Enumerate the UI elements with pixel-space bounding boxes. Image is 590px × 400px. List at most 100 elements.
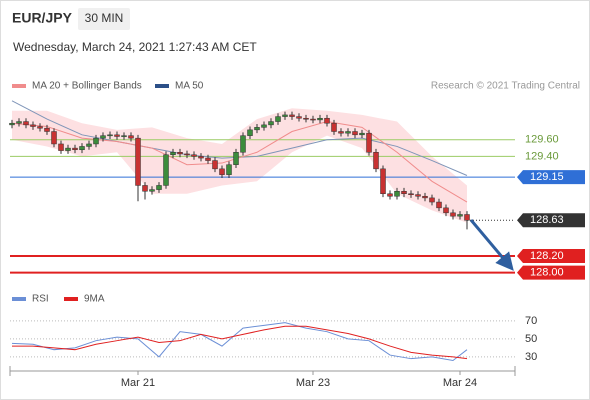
candle-body [394,191,400,197]
candle-body [23,121,29,126]
level-label: 128.20 [530,250,564,262]
candle-body [65,147,71,151]
candle-body [37,126,43,129]
candle-body [275,116,281,122]
candle-body [100,135,106,139]
candle-body [429,197,435,203]
x-tick-label: Mar 23 [296,377,330,389]
x-tick-label: Mar 21 [121,377,155,389]
candle-body [44,127,50,132]
candle-body [58,143,64,151]
candle-body [107,134,113,137]
candle-body [163,154,169,186]
level-label: 128.00 [530,266,564,278]
candle-body [16,121,22,124]
candle-body [401,191,407,194]
candle-body [457,214,463,217]
candle-body [233,152,239,165]
candle-body [205,157,211,161]
candle-body [422,195,428,199]
level-label: 128.63 [530,214,564,226]
candle-body [450,212,456,217]
candle-body [317,117,323,121]
candle-body [443,207,449,214]
legend-swatch [64,297,78,301]
symbol: EUR/JPY [12,10,73,26]
candle-body [9,122,15,126]
candle-body [149,189,155,192]
candle-body [408,193,414,195]
candle-body [303,117,309,120]
candle-body [114,134,120,137]
level-box [517,248,585,263]
candle-body [345,131,351,134]
candle-body [51,131,57,145]
candle-body [352,131,358,136]
rsi-line [11,322,468,362]
candle-body [359,132,365,136]
candle-body [212,160,218,170]
candle-body [366,132,372,153]
candle-body [170,152,176,155]
x-tick-label: Mar 24 [443,377,477,389]
candle-body [198,156,204,159]
candle-body [135,137,141,186]
legend-label: MA 50 [175,81,204,92]
candle-body [338,131,344,134]
credit: Research © 2021 Trading Central [431,81,580,92]
candle-body [254,127,260,131]
candle-body [261,124,267,128]
candle-body [156,185,162,190]
candle-body [121,135,127,137]
ma20-line [11,121,468,203]
candle-body [268,121,274,126]
level-label: 129.40 [525,150,559,162]
candle-body [30,124,36,127]
level-box [517,170,585,185]
legend-label: RSI [32,294,49,305]
rsi-tick-label: 30 [525,351,537,363]
candle-body [464,214,470,221]
candle-body [331,122,337,132]
candle-body [240,135,246,153]
rsi-tick-label: 50 [525,333,537,345]
timeframe: 30 MIN [85,11,124,25]
subtitle: Wednesday, March 24, 2021 1:27:43 AM CET [13,40,257,54]
candle-body [289,114,295,117]
candle-body [86,143,92,147]
legend-swatch [12,84,26,88]
candle-body [177,152,183,155]
candle-body [226,164,232,175]
candle-body [373,152,379,170]
level-label: 129.60 [525,134,559,146]
legend-swatch [155,84,169,88]
level-label: 129.15 [530,171,564,183]
level-box [517,213,585,228]
candle-body [310,118,316,121]
candle-body [184,153,190,156]
candle-body [296,116,302,119]
candle-body [142,185,148,192]
forecast-arrow [469,219,514,271]
candle-body [282,114,288,117]
candle-body [72,147,78,151]
rsi-tick-label: 70 [525,315,537,327]
timeframe-box [78,8,130,30]
legend-label: 9MA [84,294,105,305]
candle-body [128,135,134,139]
candle-body [247,129,253,136]
candle-body [415,194,421,197]
candle-body [219,168,225,175]
candle-body [93,137,99,145]
rsi-line [12,325,468,360]
candle-body [380,168,386,194]
plot: MA 20 + Bollinger Bands MA 50 129.60 129.40… [9,81,585,389]
legend-swatch [12,297,26,301]
candle-body [324,117,330,124]
candle-body [387,193,393,197]
candle-body [79,146,85,151]
legend-label: MA 20 + Bollinger Bands [32,81,142,92]
candle-body [191,154,197,157]
